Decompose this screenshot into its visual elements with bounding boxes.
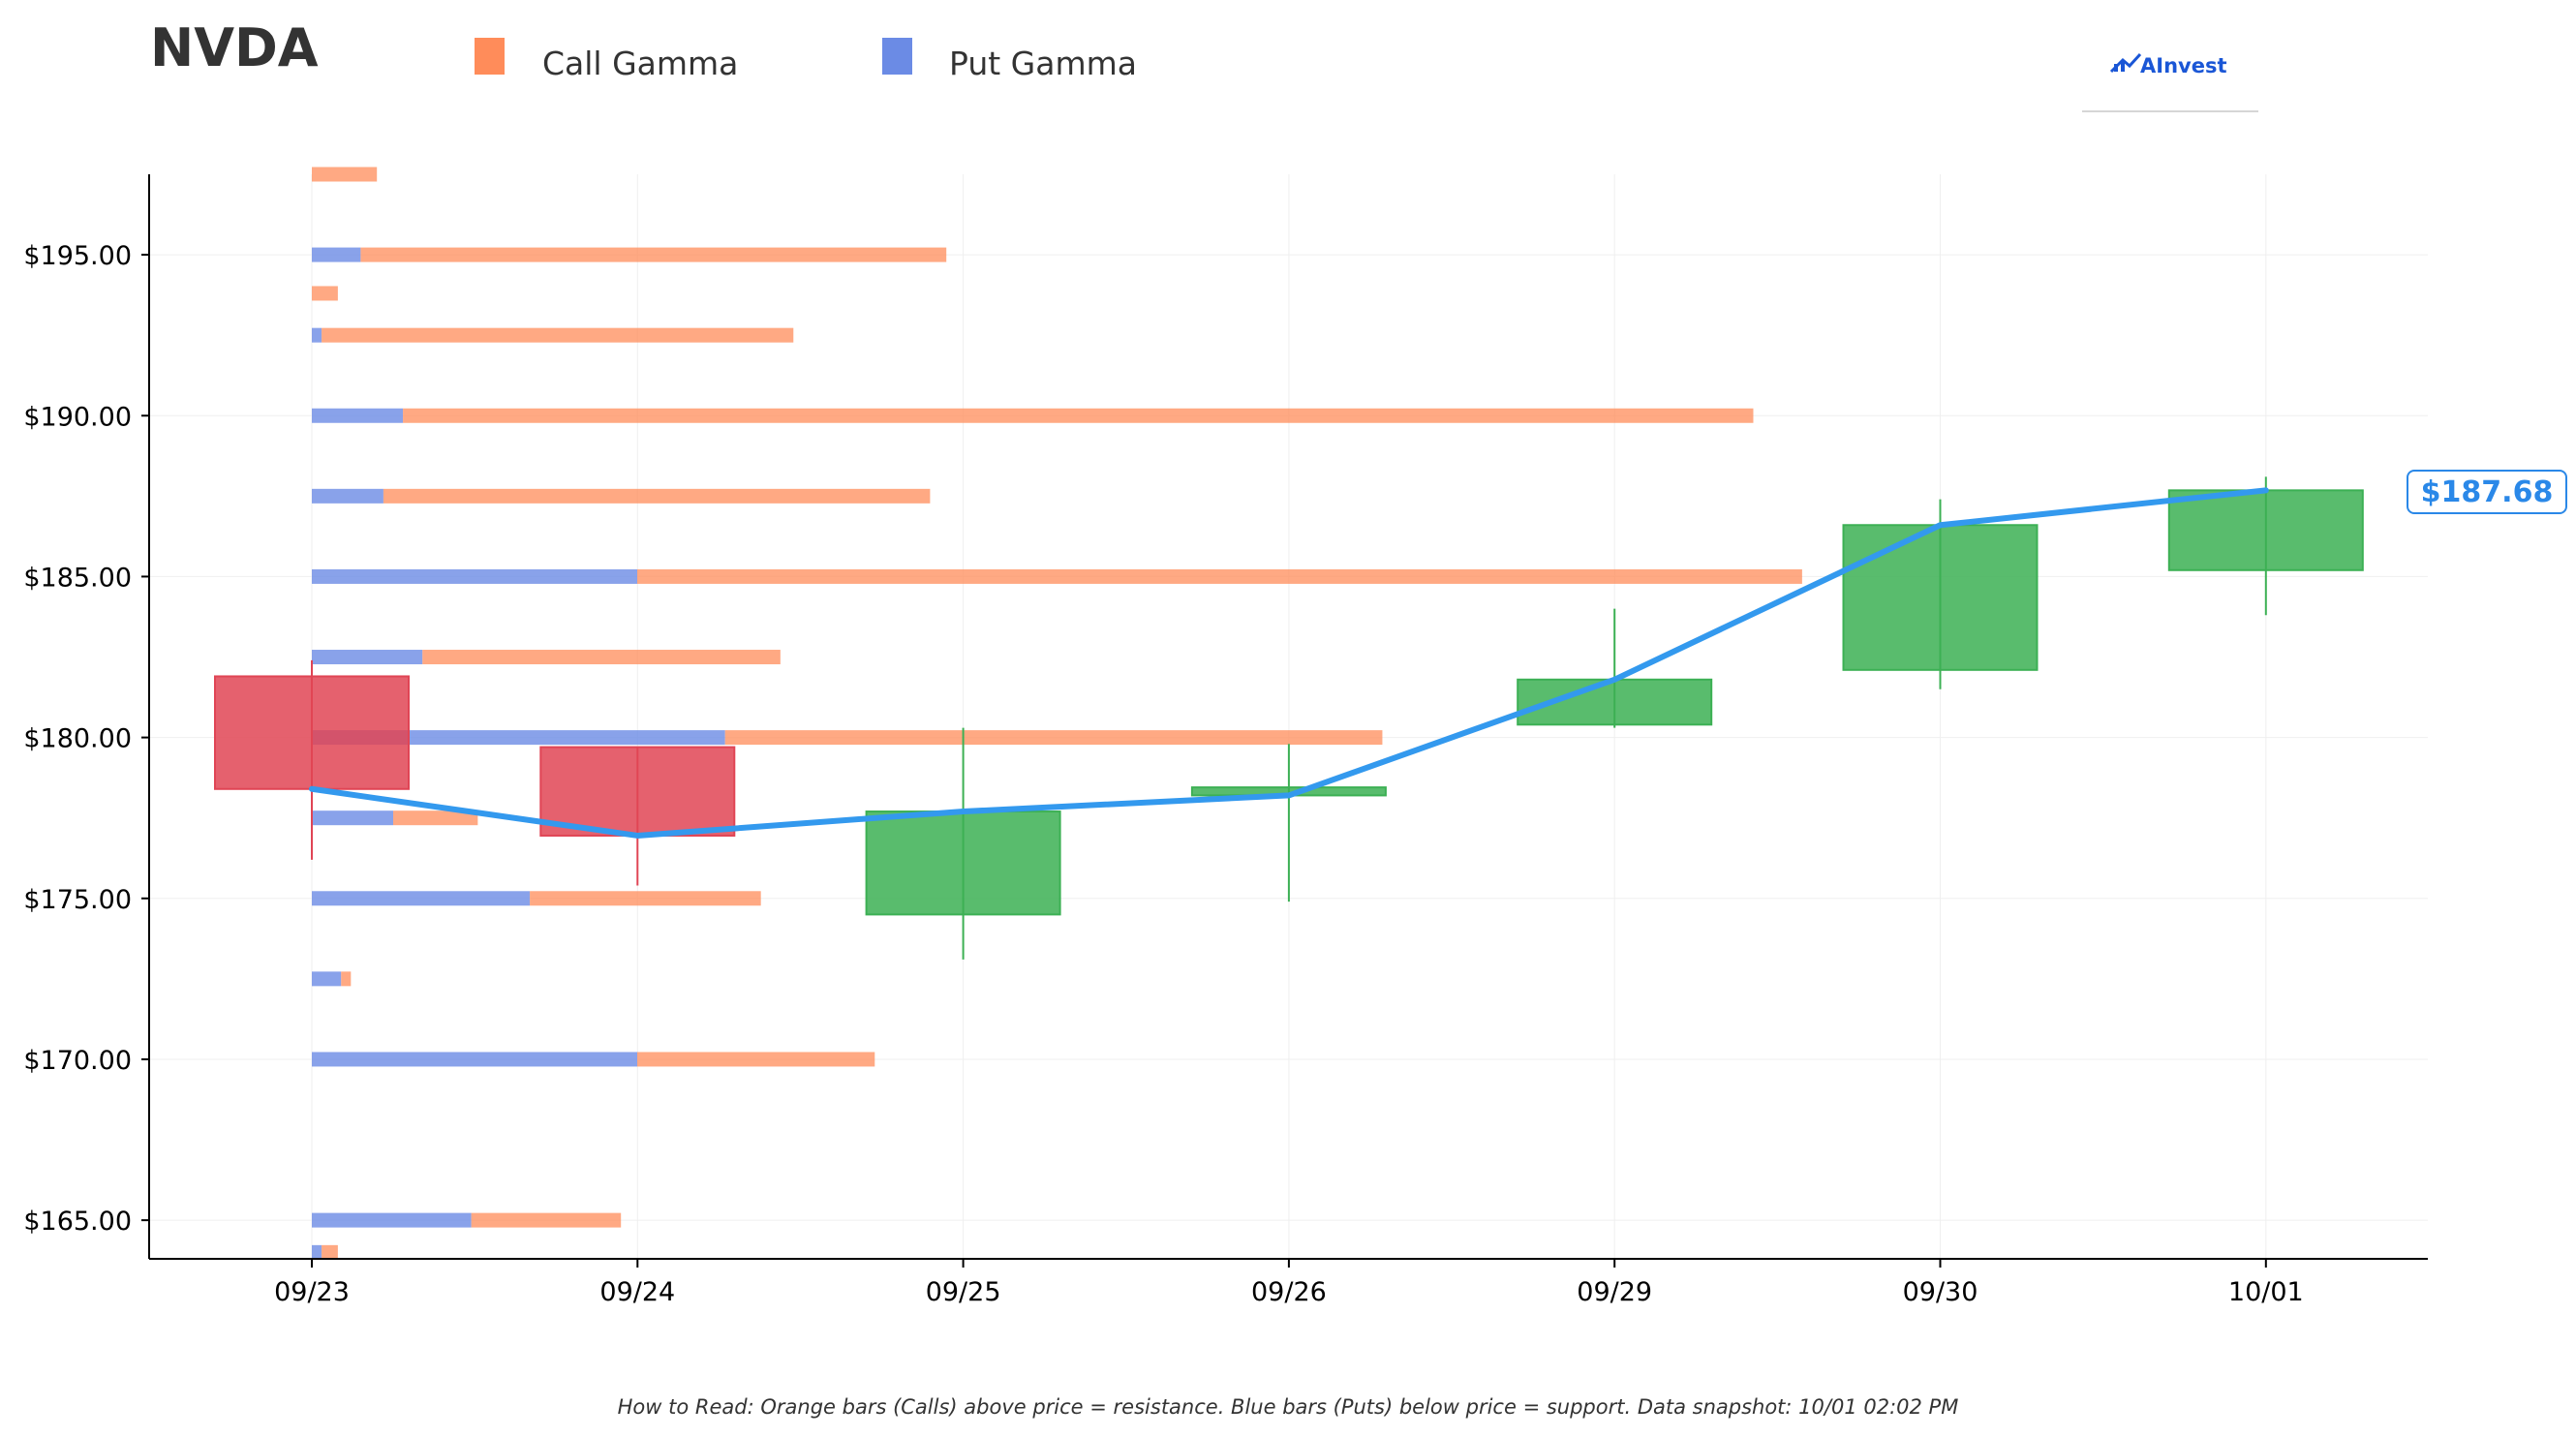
candle-body <box>2167 489 2364 571</box>
ainvest-logo-icon <box>2109 52 2142 74</box>
call-gamma-bar <box>403 408 1754 423</box>
y-tick-label: $180.00 <box>23 724 132 754</box>
y-tick-label: $175.00 <box>23 885 132 915</box>
call-gamma-bar <box>322 327 794 343</box>
x-tick-label: 09/24 <box>599 1277 675 1307</box>
candle-body <box>1842 524 2039 671</box>
put-gamma-bar <box>312 488 383 504</box>
x-tick-label: 09/25 <box>926 1277 1001 1307</box>
put-gamma-bar <box>312 650 423 665</box>
y-tick-label: $170.00 <box>23 1046 132 1076</box>
put-gamma-bar <box>312 730 725 746</box>
y-tick-label: $195.00 <box>23 241 132 271</box>
call-gamma-bar <box>637 568 1802 584</box>
candle-body <box>214 675 410 790</box>
put-gamma-bar <box>312 408 404 423</box>
x-axis-ticks: 09/23 09/24 09/25 09/26 09/29 09/30 10/01 <box>274 1259 2304 1307</box>
y-tick-label: $190.00 <box>23 402 132 432</box>
gamma-bars <box>312 167 1802 1260</box>
candle-body <box>865 810 1061 916</box>
y-tick-label: $185.00 <box>23 563 132 593</box>
close-price-polyline <box>309 487 2269 839</box>
call-gamma-bar <box>471 1212 622 1228</box>
how-to-read-footnote: How to Read: Orange bars (Calls) above p… <box>618 1395 1959 1419</box>
put-gamma-bar <box>312 1212 472 1228</box>
call-gamma-bar <box>724 730 1383 746</box>
put-gamma-bar <box>312 891 531 906</box>
put-gamma-bar <box>312 327 322 343</box>
call-gamma-bar <box>360 247 947 262</box>
last-price-tag-text: $187.68 <box>2421 475 2554 509</box>
call-gamma-bar <box>637 1052 875 1067</box>
candle-body <box>539 746 736 837</box>
last-price-tag-box <box>2407 470 2567 514</box>
candlesticks <box>214 476 2364 960</box>
ainvest-logo: AInvest <box>2082 52 2258 112</box>
x-tick-label: 09/29 <box>1577 1277 1652 1307</box>
y-tick-label: $165.00 <box>23 1207 132 1237</box>
put-gamma-legend-label: Put Gamma <box>949 45 1137 82</box>
call-gamma-bar <box>393 810 478 826</box>
x-tick-label: 10/01 <box>2228 1277 2304 1307</box>
call-gamma-bar <box>383 488 931 504</box>
call-gamma-legend-swatch <box>475 38 505 75</box>
put-gamma-bar <box>312 1244 322 1260</box>
put-gamma-bar <box>312 1052 637 1067</box>
call-gamma-bar <box>312 286 338 301</box>
put-gamma-bar <box>312 247 361 262</box>
ticker-title: NVDA <box>150 17 319 78</box>
last-price-tag: $187.68 <box>2407 470 2567 514</box>
ainvest-logo-text: AInvest <box>2140 54 2227 77</box>
call-gamma-bar <box>422 650 781 665</box>
call-gamma-bar <box>530 891 761 906</box>
x-tick-label: 09/30 <box>1903 1277 1978 1307</box>
call-gamma-bar <box>312 167 378 182</box>
close-price-line <box>309 487 2269 839</box>
call-gamma-bar <box>322 1244 338 1260</box>
put-gamma-bar <box>312 971 342 987</box>
put-gamma-bar <box>312 568 637 584</box>
y-axis-ticks: $165.00 $170.00 $175.00 $180.00 $185.00 $190.… <box>23 241 149 1237</box>
x-tick-label: 09/26 <box>1251 1277 1327 1307</box>
x-tick-label: 09/23 <box>274 1277 350 1307</box>
call-gamma-bar <box>341 971 352 987</box>
put-gamma-bar <box>312 810 393 826</box>
call-gamma-legend-label: Call Gamma <box>542 45 738 82</box>
put-gamma-legend-swatch <box>882 38 912 75</box>
